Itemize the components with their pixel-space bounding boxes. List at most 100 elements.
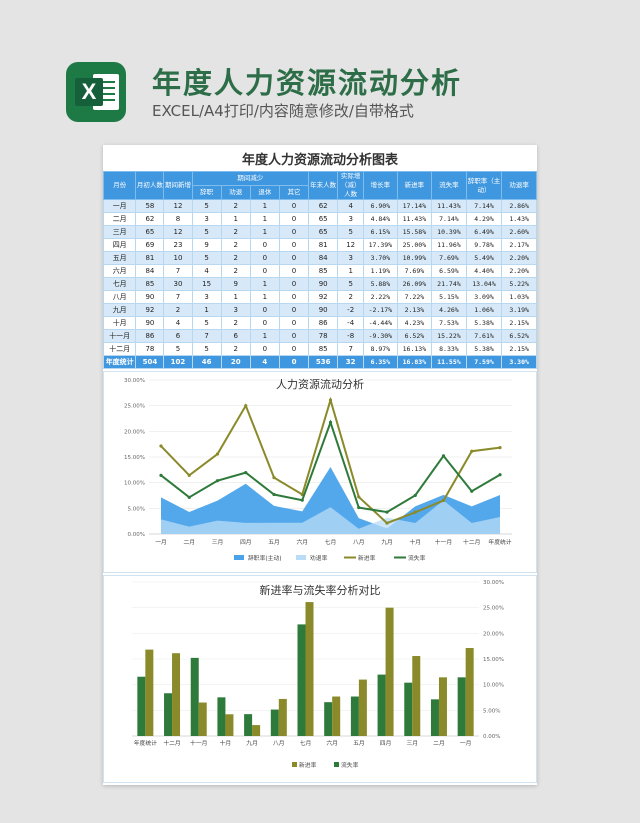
table-cell: 90 — [135, 316, 165, 330]
table-cell: 1 — [249, 225, 280, 239]
table-cell: 九月 — [102, 303, 137, 317]
table-cell: 3 — [220, 303, 251, 317]
table-cell: 5 — [191, 199, 222, 213]
legend-label: 流失率 — [341, 761, 359, 769]
table-cell: 90 — [135, 290, 165, 304]
table-cell: 0 — [278, 290, 310, 304]
point — [385, 521, 389, 525]
y-tick-label: 15.00% — [124, 455, 145, 461]
table-cell: 62 — [135, 212, 165, 226]
table-cell: 2 — [337, 290, 365, 304]
table-row: 二月 62 8 3 1 1 0 65 3 4.84% 11.43% 7.14% 4.29% 1.43% — [102, 212, 537, 226]
table-cell: 4.40% — [465, 264, 503, 278]
table-cell: 30 — [163, 277, 193, 291]
bar-loss-rate — [217, 697, 226, 736]
legend-swatch — [234, 555, 244, 560]
table-row: 九月 92 2 1 3 0 0 90 -2 -2.17% 2.13% 4.26% 1.06% 3.19% — [102, 303, 537, 317]
table-cell: 5.88% — [363, 277, 398, 291]
table-cell: 2 — [220, 251, 251, 265]
y-tick-label: 20.00% — [483, 631, 504, 637]
excel-icon: X — [66, 62, 126, 122]
header-actual: 实际增（减）人数 — [337, 171, 365, 200]
table-cell: 84 — [135, 264, 165, 278]
table-cell: 0 — [278, 225, 310, 239]
table-cell: 78 — [135, 342, 165, 356]
table-cell: 0 — [249, 303, 280, 317]
table-cell: 92 — [135, 303, 165, 317]
table-cell: 11.43% — [431, 199, 467, 213]
table-cell: 0 — [278, 342, 310, 356]
flow-chart-svg: 0.00% 5.00% 10.00% 15.00% 20.00% 25.00% 30.00%… — [124, 378, 512, 562]
table-row: 三月 65 12 5 2 1 0 65 5 6.15% 15.58% 10.39% 6.49% 2.60% — [102, 225, 537, 239]
table-cell: 2.13% — [396, 303, 433, 317]
point — [244, 404, 248, 408]
table-cell: 3 — [191, 290, 222, 304]
bar-new-rate — [358, 679, 367, 736]
x-letter-icon: X — [75, 78, 103, 106]
point — [215, 452, 220, 456]
table-cell: 2.20% — [501, 251, 537, 265]
table-cell: 12 — [163, 199, 193, 213]
point — [215, 479, 220, 483]
x-tick-label: 年度统计 — [488, 538, 511, 546]
table-cell: 16.13% — [396, 342, 433, 356]
table-cell: 1.06% — [465, 303, 503, 317]
table-row: 八月 90 7 3 1 1 0 92 2 2.22% 7.22% 5.15% 3.09% 1.03% — [102, 290, 537, 304]
table-row: 十一月 86 6 7 6 1 0 78 -8 -9.30% 6.52% 15.22% 7.61% 6.52… — [102, 329, 537, 343]
point — [385, 510, 389, 514]
table-cell: 2 — [220, 199, 251, 213]
table-cell: 7.61% — [465, 329, 503, 343]
total-cell: 32 — [337, 355, 365, 369]
point — [159, 444, 163, 448]
x-tick-label: 年度统计 — [134, 739, 157, 747]
point — [244, 471, 248, 475]
point — [357, 505, 361, 510]
y-tick-label: 10.00% — [124, 481, 145, 487]
table-cell: 7 — [191, 329, 222, 343]
total-cell: 4 — [249, 355, 280, 369]
total-cell: 102 — [163, 355, 193, 369]
bar-new-rate — [145, 649, 154, 736]
table-cell: 7.22% — [396, 290, 433, 304]
table-cell: 7 — [163, 264, 193, 278]
header-retire: 退休 — [249, 185, 280, 200]
table-cell: 八月 — [102, 290, 137, 304]
table-cell: 90 — [308, 303, 339, 317]
total-cell: 6.35% — [363, 355, 398, 369]
table-cell: 十二月 — [102, 342, 137, 356]
table-cell: 4.29% — [465, 212, 503, 226]
table-cell: 92 — [308, 290, 339, 304]
table-cell: 0 — [249, 238, 280, 252]
x-tick-label: 八月 — [353, 539, 365, 546]
legend-label: 新进率 — [299, 761, 317, 769]
legend-swatch — [292, 762, 297, 767]
x-tick-label: 三月 — [406, 740, 418, 747]
table-cell: 7.69% — [431, 251, 467, 265]
table-cell: 7.14% — [431, 212, 467, 226]
legend-swatch — [296, 555, 306, 560]
table-cell: 4 — [163, 316, 193, 330]
table-cell: 15 — [191, 277, 222, 291]
table-cell: 0 — [249, 342, 280, 356]
point — [441, 454, 446, 458]
table-cell: 7 — [337, 342, 365, 356]
header-dismiss-rate: 劝退率 — [501, 171, 537, 200]
y-tick-label: 20.00% — [124, 429, 145, 435]
table-cell: 4.23% — [396, 316, 433, 330]
table-cell: 2.60% — [501, 225, 537, 239]
table-cell: 12 — [163, 225, 193, 239]
compare-chart: 新进率与流失率分析对比 0.00% 5.00% 10.00% 15.00% 20.00%… — [103, 575, 537, 783]
table-body: 一月 58 12 5 2 1 0 62 4 6.90% 17.14% 11.43% 7.14% 2.86%… — [102, 199, 537, 369]
table-cell: 三月 — [102, 225, 137, 239]
table-title: 年度人力资源流动分析图表 — [241, 153, 398, 168]
table-cell: 4.26% — [431, 303, 467, 317]
table-cell: 二月 — [102, 212, 137, 226]
total-cell: 7.59% — [465, 355, 503, 369]
table-cell: 5 — [337, 225, 365, 239]
table-cell: 81 — [308, 238, 339, 252]
point — [187, 473, 191, 477]
table-cell: 9 — [191, 238, 222, 252]
table-cell: 1.43% — [501, 212, 537, 226]
total-cell: 0 — [278, 355, 310, 369]
table-cell: 12 — [337, 238, 365, 252]
